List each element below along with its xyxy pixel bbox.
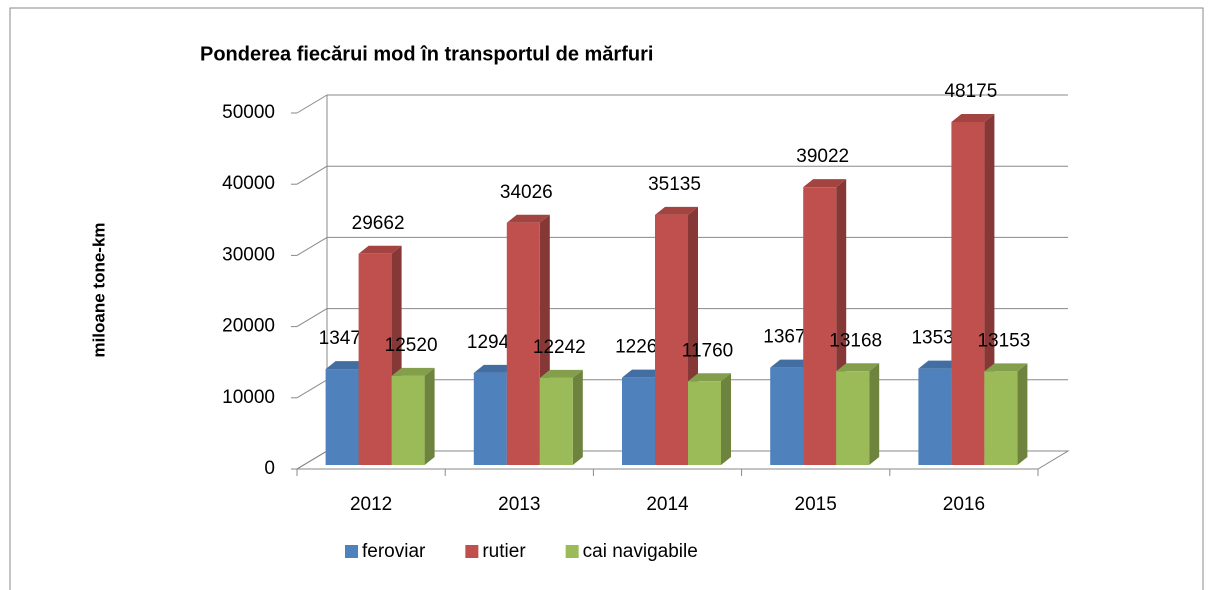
bar-top xyxy=(622,369,665,378)
grid-line xyxy=(296,450,328,470)
y-tick-label: 40000 xyxy=(222,173,275,194)
y-tick-label: 50000 xyxy=(222,102,275,123)
bar xyxy=(984,371,1018,465)
bar xyxy=(358,253,392,465)
legend-swatch xyxy=(465,545,479,558)
bar xyxy=(473,372,507,465)
y-tick-label: 0 xyxy=(264,458,275,479)
bar xyxy=(391,375,425,465)
grid-line xyxy=(296,308,328,328)
bar xyxy=(655,214,688,465)
y-axis-label: miloane tone-km xyxy=(89,222,108,357)
bar-top xyxy=(473,364,517,373)
bar-top xyxy=(325,361,369,370)
legend-swatch xyxy=(345,545,358,558)
bar xyxy=(506,222,540,465)
chart-border xyxy=(9,7,1204,590)
bar-top xyxy=(770,359,814,368)
bar xyxy=(951,121,985,465)
bar-top xyxy=(803,179,847,188)
y-tick-label: 30000 xyxy=(222,244,275,265)
bar-top xyxy=(688,373,731,382)
bar-top xyxy=(358,245,402,254)
bar-side xyxy=(1017,363,1028,465)
data-label: 13535 xyxy=(911,328,964,349)
legend-label: feroviar xyxy=(362,541,426,562)
data-label: 12242 xyxy=(533,337,586,358)
bar-top xyxy=(836,363,880,372)
bar-top xyxy=(984,363,1028,372)
y-tick-label: 20000 xyxy=(222,316,275,337)
data-label: 29662 xyxy=(352,213,405,234)
bar xyxy=(688,381,721,465)
data-label: 34026 xyxy=(500,182,553,203)
x-tick-label: 2013 xyxy=(498,494,540,515)
data-label: 12941 xyxy=(467,332,520,353)
bar-top xyxy=(506,214,550,223)
bar-side xyxy=(721,373,731,465)
grid-line xyxy=(296,379,328,399)
legend-swatch xyxy=(565,545,579,558)
data-label: 12520 xyxy=(385,335,438,356)
x-tick-label: 2015 xyxy=(795,494,837,515)
x-tick-label: 2012 xyxy=(350,494,392,515)
bar-top xyxy=(655,206,698,215)
chart-title: Ponderea fiecărui mod în transportul de … xyxy=(200,43,653,65)
bar xyxy=(622,377,655,465)
data-label: 13168 xyxy=(829,330,882,351)
legend-label: rutier xyxy=(482,541,526,562)
bar xyxy=(770,367,804,465)
bar xyxy=(803,187,837,465)
grid-line xyxy=(296,165,328,185)
legend-label: cai navigabile xyxy=(583,541,698,562)
x-tick-label: 2016 xyxy=(943,494,985,515)
grid-line xyxy=(296,94,328,114)
x-tick-label: 2014 xyxy=(646,494,689,515)
bar xyxy=(836,371,870,465)
data-label: 13153 xyxy=(977,330,1030,351)
grid-line xyxy=(296,236,328,256)
data-label: 35135 xyxy=(648,174,701,195)
bar-top xyxy=(539,369,583,378)
bar-side xyxy=(572,369,583,465)
bar xyxy=(539,377,573,465)
y-tick-label: 10000 xyxy=(222,387,275,408)
bar-top xyxy=(951,113,995,122)
data-label: 11760 xyxy=(682,340,733,361)
bar-top xyxy=(391,367,435,376)
bar-side xyxy=(869,363,880,465)
data-label: 48175 xyxy=(944,81,997,102)
bar xyxy=(325,369,359,465)
bar xyxy=(918,368,952,465)
data-label: 39022 xyxy=(796,146,849,167)
bar-side xyxy=(424,367,435,465)
data-label: 13472 xyxy=(319,328,372,349)
bar-top xyxy=(918,360,962,369)
